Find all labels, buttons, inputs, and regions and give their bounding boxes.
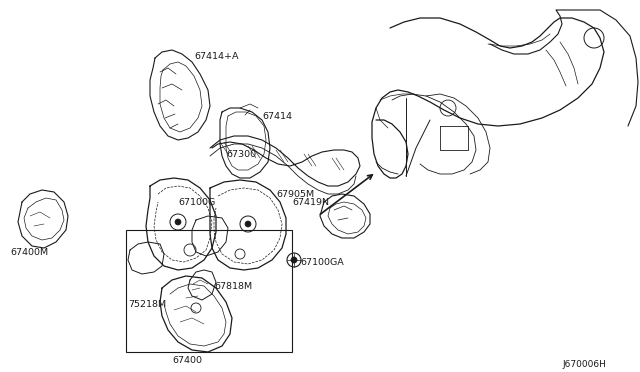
Text: 67400M: 67400M — [10, 248, 48, 257]
Text: 67419N: 67419N — [292, 198, 329, 207]
Text: 67100G: 67100G — [178, 198, 215, 207]
Bar — [126, 230, 292, 352]
Text: 67818M: 67818M — [214, 282, 252, 291]
Circle shape — [291, 257, 297, 263]
Text: 67414: 67414 — [262, 112, 292, 121]
Text: 75218M: 75218M — [128, 300, 166, 309]
Circle shape — [245, 221, 251, 227]
Text: 67400: 67400 — [172, 356, 202, 365]
Text: J670006H: J670006H — [562, 360, 606, 369]
Text: 67414+A: 67414+A — [194, 52, 239, 61]
Text: 67905M: 67905M — [276, 190, 314, 199]
Text: 67100GA: 67100GA — [300, 258, 344, 267]
Text: 67300: 67300 — [226, 150, 256, 159]
Circle shape — [175, 219, 181, 225]
